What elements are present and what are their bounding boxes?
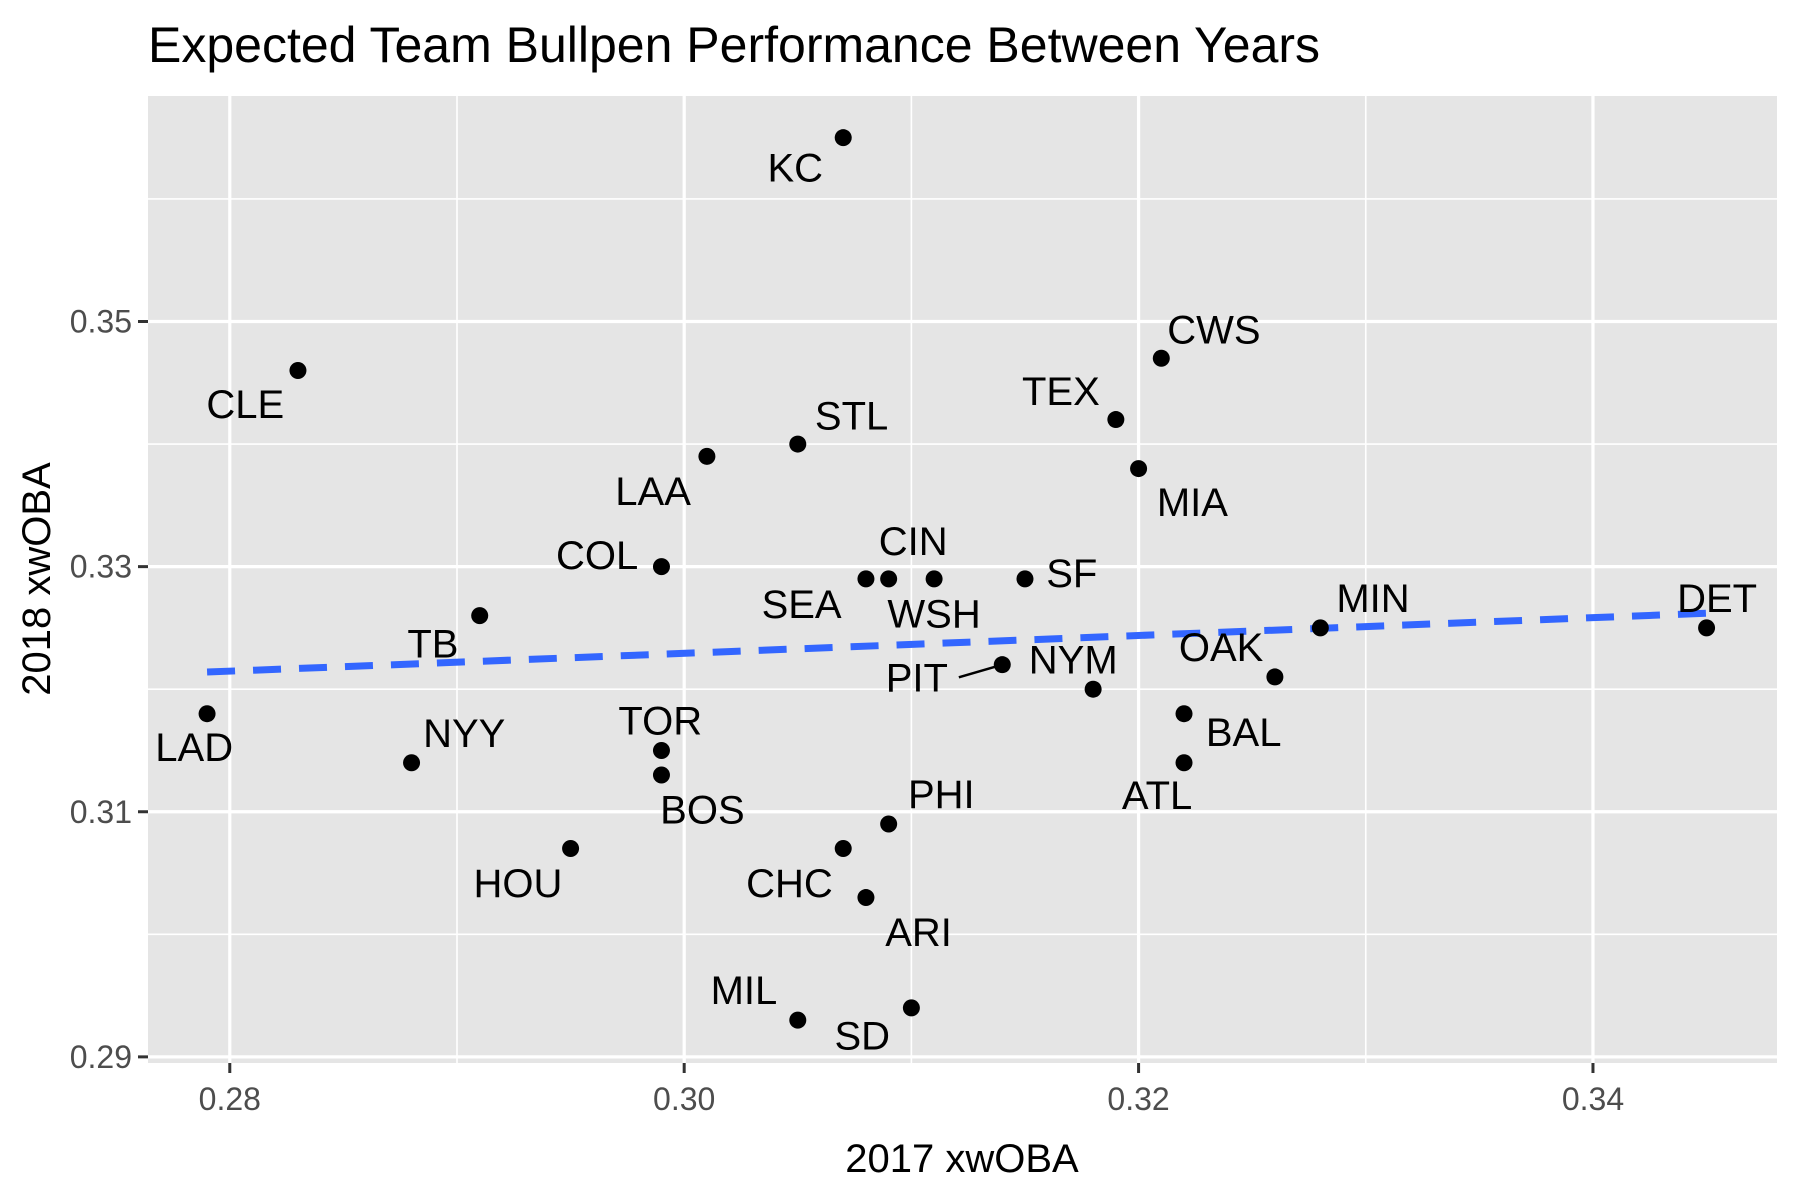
point-label-ari: ARI <box>885 911 952 955</box>
data-point-col <box>652 558 670 576</box>
data-point-sf <box>1016 570 1034 588</box>
point-label-bos: BOS <box>660 788 744 832</box>
x-tick-label: 0.30 <box>653 1081 715 1117</box>
point-label-kc: KC <box>767 147 823 191</box>
data-point-mia <box>1130 460 1148 478</box>
data-point-lad <box>198 705 216 723</box>
point-label-col: COL <box>556 534 638 578</box>
y-tick-label: 0.29 <box>70 1039 132 1075</box>
data-points <box>198 129 1716 1029</box>
trend-line-group <box>206 609 1707 676</box>
point-label-nym: NYM <box>1029 638 1118 682</box>
data-point-oak <box>1266 668 1284 686</box>
point-label-bal: BAL <box>1206 711 1282 755</box>
point-label-det: DET <box>1677 577 1757 621</box>
x-tick-label: 0.32 <box>1107 1081 1169 1117</box>
point-label-oak: OAK <box>1179 626 1264 670</box>
point-label-mil: MIL <box>711 969 778 1013</box>
data-point-det <box>1698 619 1716 637</box>
data-point-nyy <box>403 754 421 772</box>
point-label-stl: STL <box>815 394 888 438</box>
point-label-nyy: NYY <box>423 712 505 756</box>
point-label-mia: MIA <box>1157 481 1228 525</box>
data-point-chc <box>834 840 852 858</box>
point-label-pit: PIT <box>886 656 948 700</box>
point-label-sd: SD <box>834 1014 890 1058</box>
point-label-sea: SEA <box>762 583 842 627</box>
y-tick-label: 0.33 <box>70 549 132 585</box>
x-axis-title: 2017 xwOBA <box>845 1137 1079 1181</box>
point-label-chc: CHC <box>746 862 833 906</box>
data-point-cle <box>289 362 307 380</box>
y-tick-label: 0.35 <box>70 304 132 340</box>
point-label-atl: ATL <box>1122 774 1192 818</box>
x-tick-label: 0.28 <box>199 1081 261 1117</box>
point-label-hou: HOU <box>473 862 562 906</box>
point-label-cin: CIN <box>879 520 948 564</box>
point-label-phi: PHI <box>908 773 975 817</box>
point-label-cws: CWS <box>1167 309 1260 353</box>
data-point-atl <box>1175 754 1193 772</box>
data-point-nym <box>1084 680 1102 698</box>
point-label-lad: LAD <box>155 726 233 770</box>
point-label-min: MIN <box>1336 577 1409 621</box>
trend-line <box>206 609 1707 676</box>
data-point-bos <box>652 766 670 784</box>
data-point-cin <box>880 570 898 588</box>
data-point-wsh <box>925 570 943 588</box>
data-point-bal <box>1175 705 1193 723</box>
data-point-min <box>1311 619 1329 637</box>
data-point-ari <box>857 889 875 907</box>
x-tick-label: 0.34 <box>1562 1081 1624 1117</box>
point-labels: KC CLE CWS TEX STL LAA MIA COL SEA CIN WSH SF TB MIN D… <box>155 147 1757 1059</box>
point-label-tor: TOR <box>618 700 702 744</box>
chart-title: Expected Team Bullpen Performance Betwee… <box>148 17 1320 73</box>
data-point-tex <box>1107 411 1125 429</box>
point-label-tb: TB <box>407 622 458 666</box>
label-leader-line <box>958 663 1003 679</box>
data-point-hou <box>562 840 580 858</box>
axis-ticks: 0.28 0.30 0.32 0.34 0.29 0.31 0.33 0.35 <box>70 304 1624 1117</box>
data-point-stl <box>789 435 807 453</box>
data-point-phi <box>880 815 898 833</box>
point-label-wsh: WSH <box>887 592 980 636</box>
data-point-kc <box>834 129 852 147</box>
data-point-laa <box>698 447 716 465</box>
point-label-cle: CLE <box>206 383 284 427</box>
data-point-tb <box>471 607 489 625</box>
data-point-cws <box>1152 349 1170 367</box>
data-point-tor <box>652 741 670 759</box>
point-label-laa: LAA <box>615 470 691 514</box>
y-axis-title: 2018 xwOBA <box>15 462 59 696</box>
data-point-sea <box>857 570 875 588</box>
y-tick-label: 0.31 <box>70 794 132 830</box>
data-point-sd <box>902 999 920 1017</box>
data-point-mil <box>789 1011 807 1029</box>
gridlines <box>148 96 1777 1063</box>
point-label-sf: SF <box>1046 552 1097 596</box>
plot-panel <box>148 96 1777 1063</box>
point-label-tex: TEX <box>1022 370 1100 414</box>
